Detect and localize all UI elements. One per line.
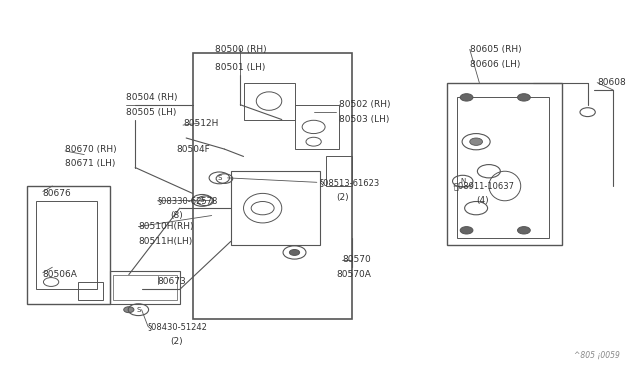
- Text: §08430-51242: §08430-51242: [148, 322, 208, 331]
- Text: 80505 (LH): 80505 (LH): [125, 108, 176, 117]
- Text: 80511H(LH): 80511H(LH): [138, 237, 193, 246]
- Bar: [231, 171, 320, 245]
- Text: 80506A: 80506A: [43, 270, 77, 279]
- Bar: [294, 105, 339, 149]
- Text: 80500 (RH): 80500 (RH): [214, 45, 266, 54]
- Text: 80673: 80673: [157, 278, 186, 286]
- Circle shape: [460, 227, 473, 234]
- Circle shape: [289, 250, 300, 256]
- Bar: [78, 282, 103, 301]
- Text: 80671 (LH): 80671 (LH): [65, 159, 115, 169]
- Text: N: N: [460, 178, 465, 184]
- Text: 80570A: 80570A: [336, 270, 371, 279]
- Text: (2): (2): [336, 193, 349, 202]
- Bar: [193, 53, 352, 319]
- Text: 80670 (RH): 80670 (RH): [65, 145, 116, 154]
- Text: §08513-61623: §08513-61623: [320, 178, 380, 187]
- Bar: [113, 275, 177, 301]
- Text: 80605 (RH): 80605 (RH): [470, 45, 522, 54]
- Text: 80510H(RH): 80510H(RH): [138, 222, 194, 231]
- Bar: [326, 157, 352, 186]
- Bar: [244, 83, 294, 119]
- Text: 80676: 80676: [43, 189, 72, 198]
- Circle shape: [518, 227, 531, 234]
- Text: S: S: [200, 198, 204, 203]
- Text: ^805 ¡0059: ^805 ¡0059: [573, 350, 620, 359]
- Circle shape: [470, 138, 483, 145]
- Text: 80504F: 80504F: [177, 145, 211, 154]
- Text: 80570: 80570: [342, 255, 371, 264]
- Text: S: S: [136, 307, 141, 313]
- Bar: [109, 271, 180, 304]
- Text: 80504 (RH): 80504 (RH): [125, 93, 177, 102]
- Text: S: S: [217, 175, 221, 181]
- Text: 80502 (RH): 80502 (RH): [339, 100, 390, 109]
- Text: (2): (2): [170, 337, 183, 346]
- Text: §08330-62578: §08330-62578: [157, 196, 218, 205]
- Bar: [447, 83, 562, 245]
- Text: (8): (8): [170, 211, 183, 220]
- Text: 80501 (LH): 80501 (LH): [215, 63, 266, 72]
- Bar: [457, 97, 549, 238]
- Text: 80606 (LH): 80606 (LH): [470, 60, 520, 69]
- Bar: [27, 186, 109, 304]
- Circle shape: [124, 307, 134, 312]
- Circle shape: [460, 94, 473, 101]
- Circle shape: [518, 94, 531, 101]
- Text: 80503 (LH): 80503 (LH): [339, 115, 390, 124]
- Text: (4): (4): [476, 196, 489, 205]
- Text: 80512H: 80512H: [183, 119, 218, 128]
- Bar: [36, 201, 97, 289]
- Text: ⓝ08911-10637: ⓝ08911-10637: [454, 182, 515, 190]
- Text: 80608: 80608: [597, 78, 626, 87]
